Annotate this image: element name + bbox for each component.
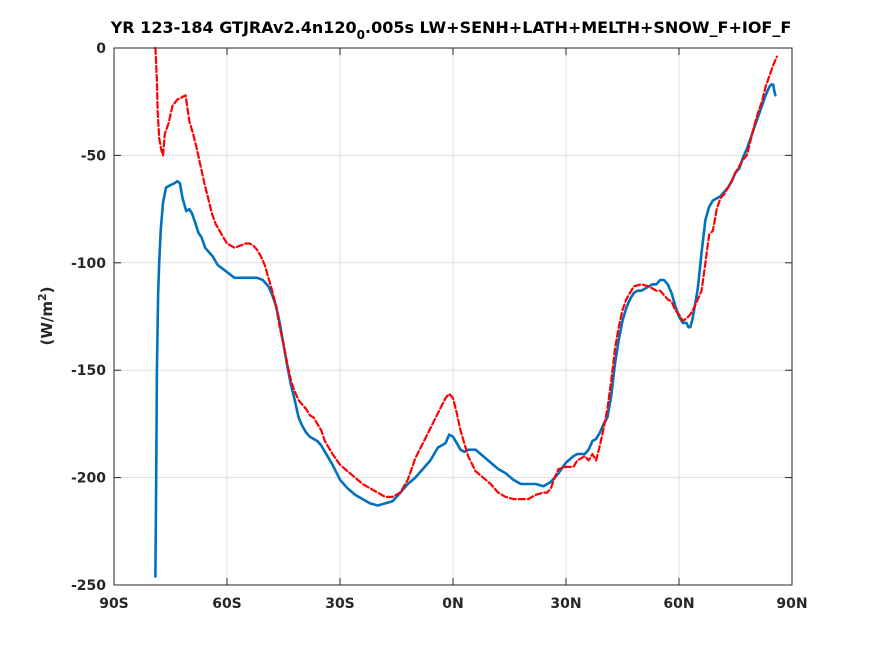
y-axis-label-pre: (W/m xyxy=(38,301,56,346)
x-tick-label: 90N xyxy=(776,596,807,612)
ticks: 90S 60S 30S 0N 30N 60N 90N 0 -50 -100 -150 -200 -250 xyxy=(71,41,808,612)
y-axis-label-post: ) xyxy=(38,286,56,293)
y-tick-label: -100 xyxy=(71,256,106,272)
chart-title: YR 123-184 GTJRAv2.4n1200.005s LW+SENH+L… xyxy=(110,18,792,42)
y-axis-label-sup: 2 xyxy=(36,293,49,301)
y-axis-label: (W/m2) xyxy=(36,286,56,345)
chart-title-tail: .005s LW+SENH+LATH+MELTH+SNOW_F+IOF_F xyxy=(365,18,791,37)
series-line-1 xyxy=(154,83,777,578)
series-line-2 xyxy=(154,46,779,501)
x-tick-label: 90S xyxy=(99,596,129,612)
series-group xyxy=(154,46,779,578)
x-tick-label: 30N xyxy=(550,596,581,612)
chart-title-main: YR 123-184 GTJRAv2.4n120 xyxy=(110,18,357,37)
y-tick-label: 0 xyxy=(96,41,106,57)
y-tick-label: -150 xyxy=(71,363,106,379)
x-tick-label: 30S xyxy=(325,596,355,612)
y-tick-label: -50 xyxy=(81,148,107,164)
y-tick-label: -200 xyxy=(71,471,106,487)
x-tick-label: 0N xyxy=(442,596,463,612)
y-tick-label: -250 xyxy=(71,578,106,594)
chart-title-subscript: 0 xyxy=(357,28,365,42)
x-tick-label: 60S xyxy=(212,596,242,612)
x-tick-label: 60N xyxy=(663,596,694,612)
